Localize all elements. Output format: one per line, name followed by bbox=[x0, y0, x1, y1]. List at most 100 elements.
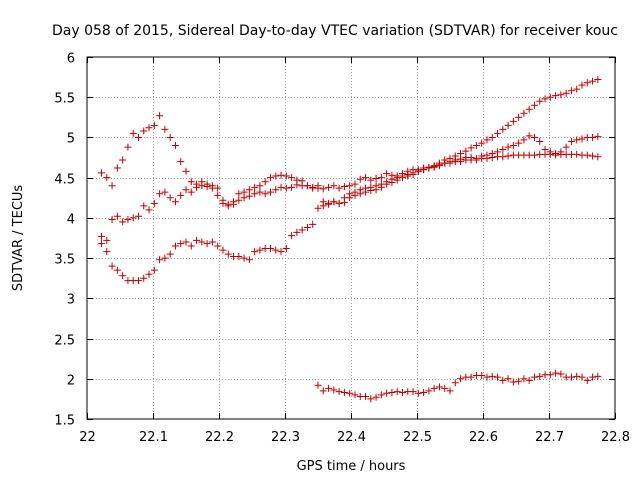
data-point bbox=[488, 372, 496, 380]
data-point bbox=[145, 270, 153, 278]
data-point bbox=[483, 373, 491, 381]
data-point bbox=[277, 183, 285, 191]
x-tick-label: 22.2 bbox=[205, 430, 234, 445]
data-point bbox=[367, 395, 375, 403]
data-point bbox=[520, 136, 528, 144]
data-point bbox=[134, 277, 142, 285]
data-point bbox=[346, 389, 354, 397]
data-point bbox=[166, 133, 174, 141]
data-point bbox=[214, 191, 222, 199]
data-point bbox=[208, 238, 216, 246]
data-point bbox=[530, 101, 538, 109]
x-axis-tick-labels: 22 22.1 22.2 22.3 22.4 22.5 22.6 22.7 22.8 bbox=[79, 430, 630, 445]
data-point bbox=[546, 93, 554, 101]
data-point bbox=[103, 174, 111, 182]
data-point bbox=[414, 167, 422, 175]
data-point bbox=[372, 174, 380, 182]
data-point bbox=[245, 192, 253, 200]
data-point bbox=[140, 127, 148, 135]
data-point bbox=[594, 372, 602, 380]
data-point bbox=[335, 388, 343, 396]
data-point bbox=[552, 92, 560, 100]
data-point bbox=[251, 248, 259, 256]
data-point bbox=[187, 242, 195, 250]
data-point bbox=[546, 371, 554, 379]
data-point bbox=[525, 105, 533, 113]
data-point bbox=[494, 129, 502, 137]
data-point bbox=[346, 182, 354, 190]
data-point bbox=[409, 169, 417, 177]
data-point bbox=[457, 158, 465, 166]
data-point bbox=[362, 174, 370, 182]
data-point bbox=[589, 133, 597, 141]
data-point bbox=[557, 91, 565, 99]
data-point bbox=[567, 373, 575, 381]
data-point bbox=[346, 190, 354, 198]
data-point bbox=[451, 379, 459, 387]
data-point bbox=[208, 182, 216, 190]
data-point bbox=[441, 384, 449, 392]
data-point bbox=[509, 378, 517, 386]
data-point bbox=[119, 156, 127, 164]
data-point bbox=[245, 256, 253, 264]
data-point bbox=[330, 386, 338, 394]
data-point bbox=[530, 151, 538, 159]
data-point bbox=[103, 248, 111, 256]
data-point bbox=[309, 220, 317, 228]
data-point bbox=[129, 129, 137, 137]
y-axis-label: SDTVAR / TECUs bbox=[11, 185, 26, 292]
data-point bbox=[362, 392, 370, 400]
data-point bbox=[457, 150, 465, 158]
data-point bbox=[98, 240, 106, 248]
data-point bbox=[583, 376, 591, 384]
data-point bbox=[530, 133, 538, 141]
data-point bbox=[541, 95, 549, 103]
data-point bbox=[515, 377, 523, 385]
data-point bbox=[509, 117, 517, 125]
data-point bbox=[230, 200, 238, 208]
data-point bbox=[235, 196, 243, 204]
data-point bbox=[103, 236, 111, 244]
data-point bbox=[325, 199, 333, 207]
data-point bbox=[420, 388, 428, 396]
data-point bbox=[198, 178, 206, 186]
data-point bbox=[245, 186, 253, 194]
plot-frame bbox=[86, 56, 616, 420]
data-point bbox=[583, 79, 591, 87]
data-point bbox=[377, 180, 385, 188]
data-point bbox=[187, 188, 195, 196]
data-point bbox=[483, 154, 491, 162]
data-point bbox=[430, 384, 438, 392]
data-point bbox=[224, 202, 232, 210]
data-point bbox=[351, 180, 359, 188]
data-point bbox=[330, 182, 338, 190]
data-point bbox=[193, 236, 201, 244]
data-point bbox=[314, 204, 322, 212]
data-point bbox=[256, 246, 264, 254]
x-tick-label: 22 bbox=[79, 430, 96, 445]
data-point bbox=[530, 373, 538, 381]
x-tick-label: 22.4 bbox=[337, 430, 366, 445]
data-point bbox=[589, 373, 597, 381]
data-point bbox=[462, 147, 470, 155]
data-point bbox=[525, 132, 533, 140]
data-point bbox=[288, 174, 296, 182]
data-point bbox=[203, 240, 211, 248]
data-points bbox=[98, 76, 602, 403]
y-tick-label: 2.5 bbox=[54, 334, 75, 349]
data-point bbox=[573, 150, 581, 158]
data-point bbox=[251, 190, 259, 198]
data-point bbox=[182, 238, 190, 246]
data-point bbox=[383, 178, 391, 186]
data-point bbox=[356, 175, 364, 183]
data-point bbox=[472, 141, 480, 149]
data-point bbox=[256, 188, 264, 196]
data-point bbox=[256, 182, 264, 190]
data-point bbox=[446, 159, 454, 167]
data-point bbox=[134, 133, 142, 141]
data-point bbox=[171, 198, 179, 206]
data-point bbox=[224, 250, 232, 258]
data-point bbox=[282, 244, 290, 252]
data-point bbox=[509, 141, 517, 149]
